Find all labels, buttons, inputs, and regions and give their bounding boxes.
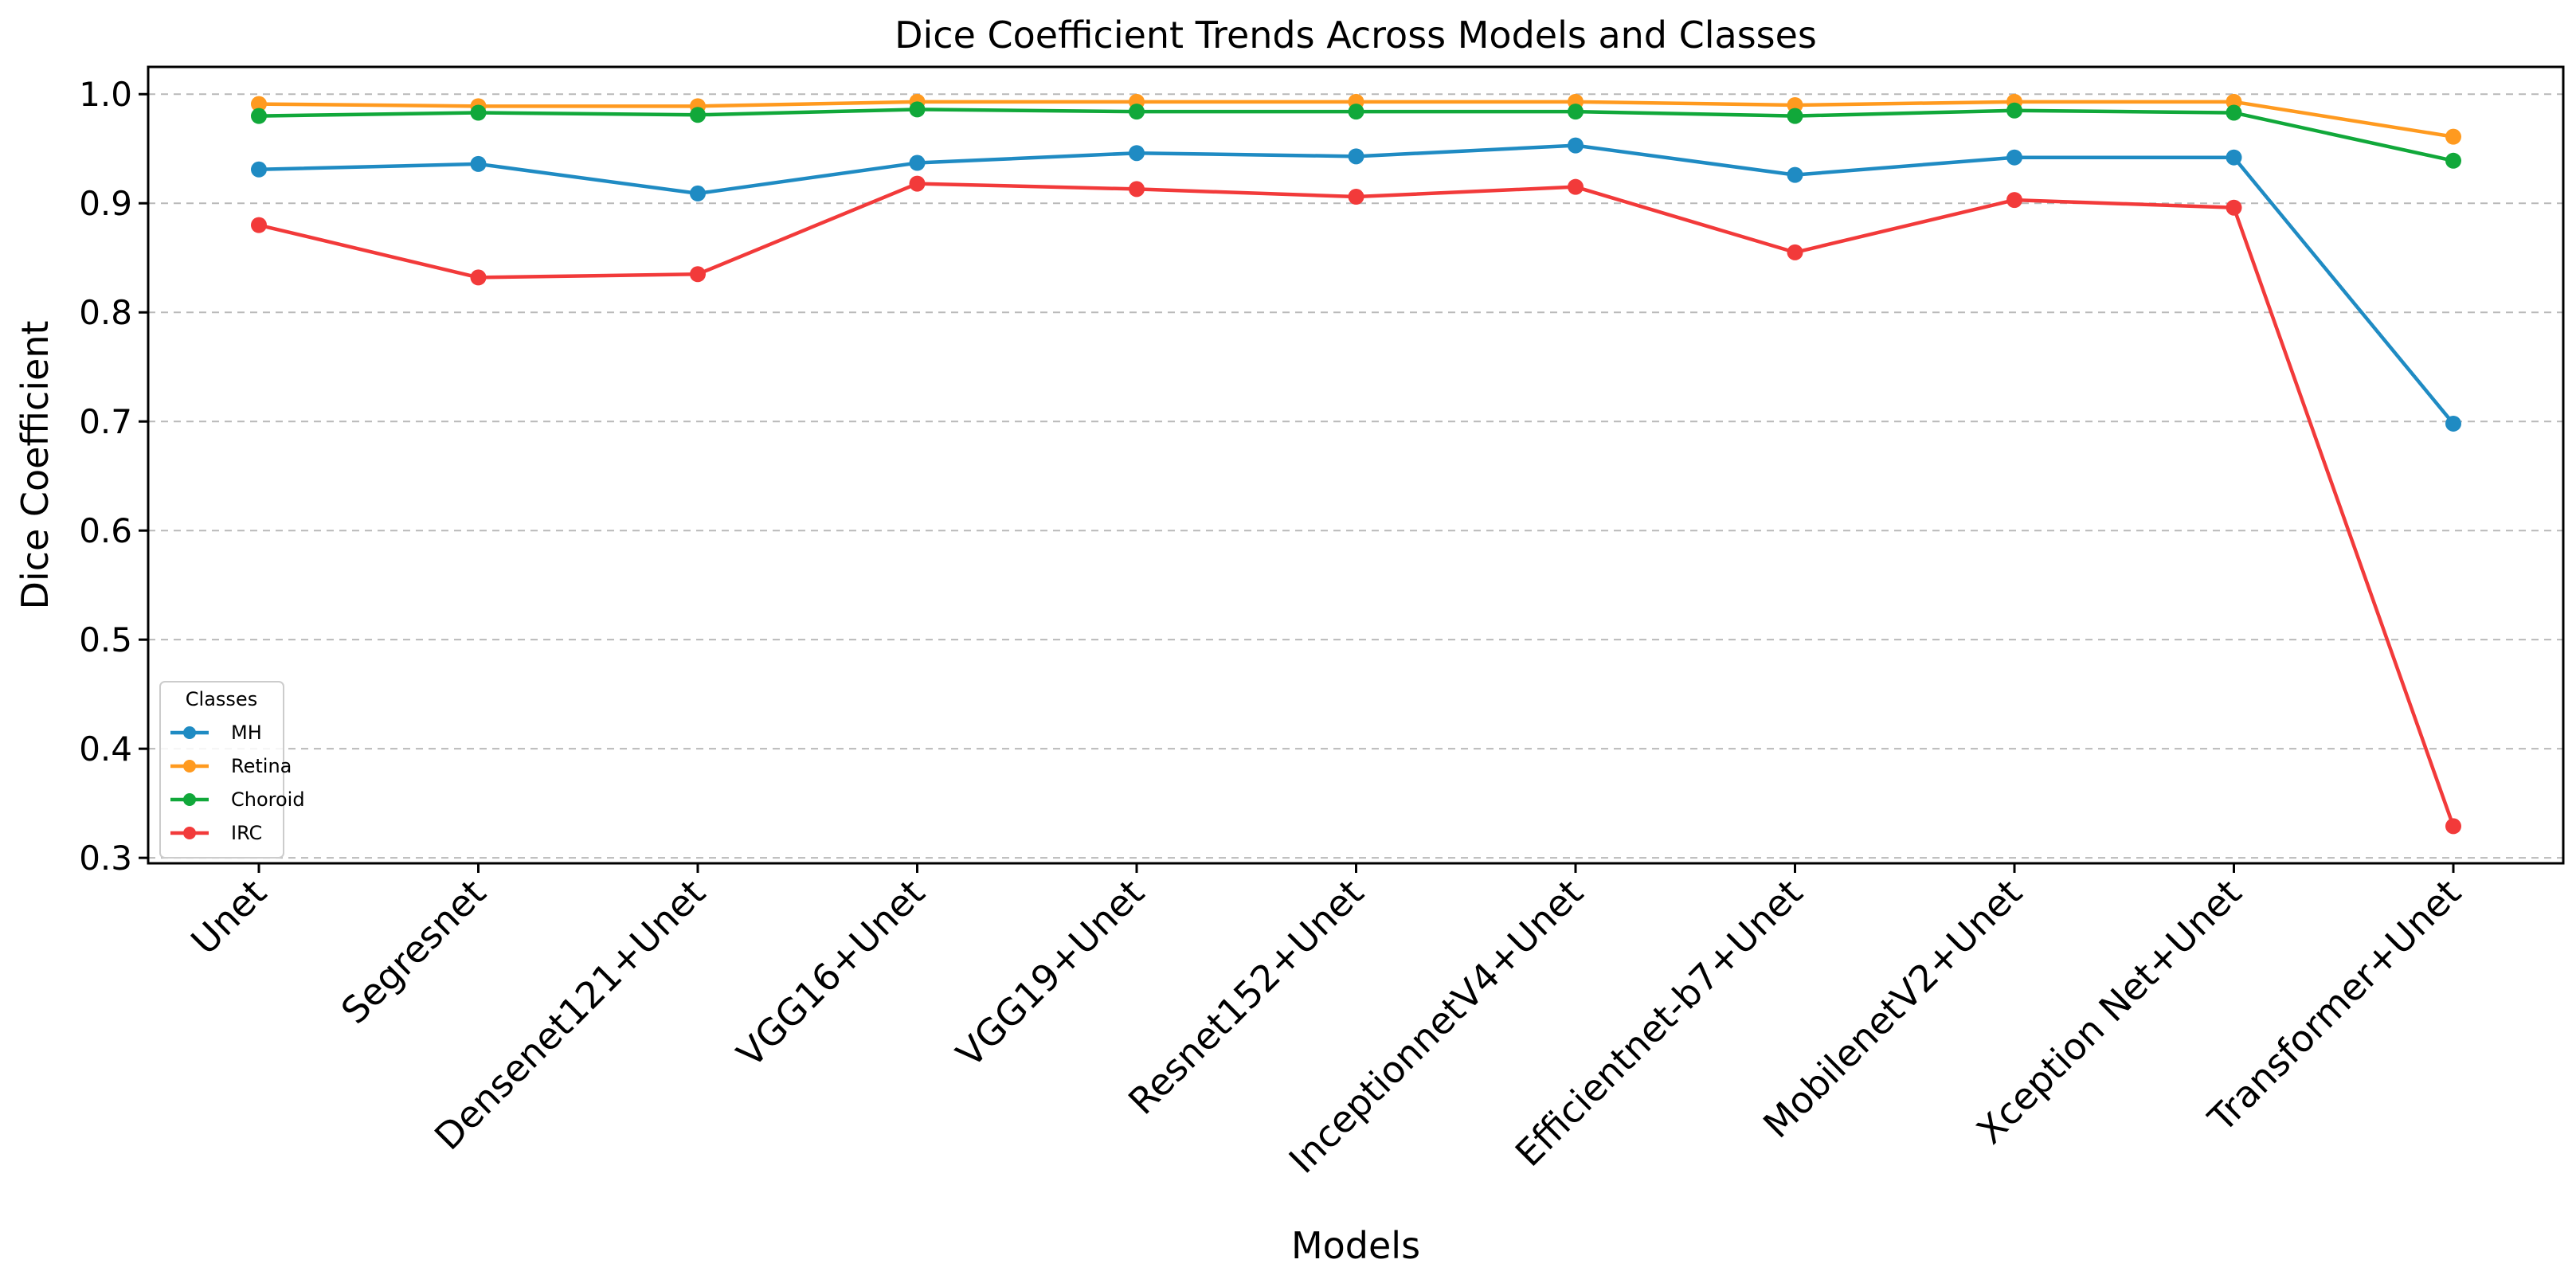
series-line-irc <box>258 182 2456 827</box>
y-tick-label: 0.5 <box>79 620 132 659</box>
data-point-mh <box>251 161 267 178</box>
legend-entry-retina: Retina <box>170 755 292 777</box>
legend-marker-choroid <box>183 793 196 806</box>
y-tick-label: 0.7 <box>79 402 132 441</box>
y-axis-label: Dice Coefficient <box>14 320 57 609</box>
data-point-mh <box>909 155 926 171</box>
data-point-retina <box>2226 93 2242 110</box>
series-choroid <box>251 101 2461 169</box>
data-point-choroid <box>2226 104 2242 121</box>
data-point-choroid <box>1568 104 1584 120</box>
x-tick-label: VGG19+Unet <box>948 871 1153 1076</box>
data-point-irc <box>1129 181 1145 198</box>
data-point-choroid <box>2006 102 2022 119</box>
legend-entries: MH Retina Choroid IRC <box>170 722 305 844</box>
series-line-mh <box>258 143 2455 425</box>
legend-label-irc: IRC <box>231 822 262 844</box>
data-point-mh <box>1348 148 1364 165</box>
y-tick-label: 1.0 <box>79 75 132 114</box>
data-point-retina <box>1787 96 1803 113</box>
legend-entry-choroid: Choroid <box>170 788 305 811</box>
data-point-choroid <box>1348 104 1364 120</box>
data-point-choroid <box>690 107 706 123</box>
y-tick-label: 0.8 <box>79 293 132 332</box>
data-point-irc <box>251 217 267 233</box>
x-tick-label: Unet <box>182 871 274 963</box>
data-point-irc <box>470 269 487 286</box>
x-tick-label: Segresnet <box>333 871 494 1032</box>
plot-frame <box>147 65 2565 865</box>
data-point-choroid <box>251 108 267 124</box>
series-mh <box>251 137 2461 432</box>
y-tick-label: 0.9 <box>79 184 132 223</box>
x-tick-label: Resnet152+Unet <box>1120 871 1372 1123</box>
data-point-irc <box>2226 199 2242 216</box>
y-tick-label: 0.4 <box>79 730 132 769</box>
x-axis-label: Models <box>1291 1224 1420 1267</box>
data-point-mh <box>1568 137 1584 154</box>
data-point-mh <box>2226 149 2242 166</box>
data-point-choroid <box>2445 152 2461 169</box>
series-irc <box>251 175 2461 835</box>
data-point-irc <box>690 266 706 283</box>
data-point-mh <box>470 155 487 172</box>
data-point-mh <box>2006 149 2022 166</box>
data-point-mh <box>1129 145 1145 162</box>
x-tick-label: VGG16+Unet <box>729 871 934 1076</box>
data-point-mh <box>2445 415 2461 432</box>
data-point-choroid <box>1129 104 1145 120</box>
data-point-mh <box>690 185 706 201</box>
data-point-choroid <box>470 104 487 121</box>
legend-title: Classes <box>186 688 257 710</box>
legend-entry-irc: IRC <box>170 822 262 844</box>
data-point-retina <box>251 96 267 112</box>
data-point-choroid <box>1787 108 1803 124</box>
legend-marker-retina <box>183 760 196 773</box>
data-point-mh <box>1787 166 1803 183</box>
x-tick-label: Transformer+Unet <box>2199 871 2469 1141</box>
legend-label-choroid: Choroid <box>231 788 305 811</box>
gridlines <box>148 93 2563 859</box>
legend-box <box>159 681 284 859</box>
legend-label-mh: MH <box>231 722 262 744</box>
series-lines <box>251 93 2461 835</box>
legend-label-retina: Retina <box>231 755 292 777</box>
y-axis-ticks: 0.3 0.4 0.5 0.6 0.7 0.8 0.9 1.0 <box>79 75 148 878</box>
legend-marker-irc <box>183 827 196 839</box>
data-point-irc <box>1787 244 1803 260</box>
legend-entry-mh: MH <box>170 722 262 744</box>
y-tick-label: 0.3 <box>79 839 132 878</box>
data-point-irc <box>909 175 926 192</box>
data-point-choroid <box>909 101 926 118</box>
legend-marker-mh <box>183 726 196 739</box>
data-point-irc <box>1568 178 1584 195</box>
data-point-retina <box>2445 128 2461 145</box>
data-point-irc <box>2006 192 2022 209</box>
y-tick-label: 0.6 <box>79 511 132 550</box>
chart-title: Dice Coefficient Trends Across Models an… <box>895 14 1817 57</box>
data-point-irc <box>2445 818 2461 835</box>
data-point-irc <box>1348 189 1364 205</box>
legend: Classes MH Retina Choroid IRC <box>159 681 305 859</box>
